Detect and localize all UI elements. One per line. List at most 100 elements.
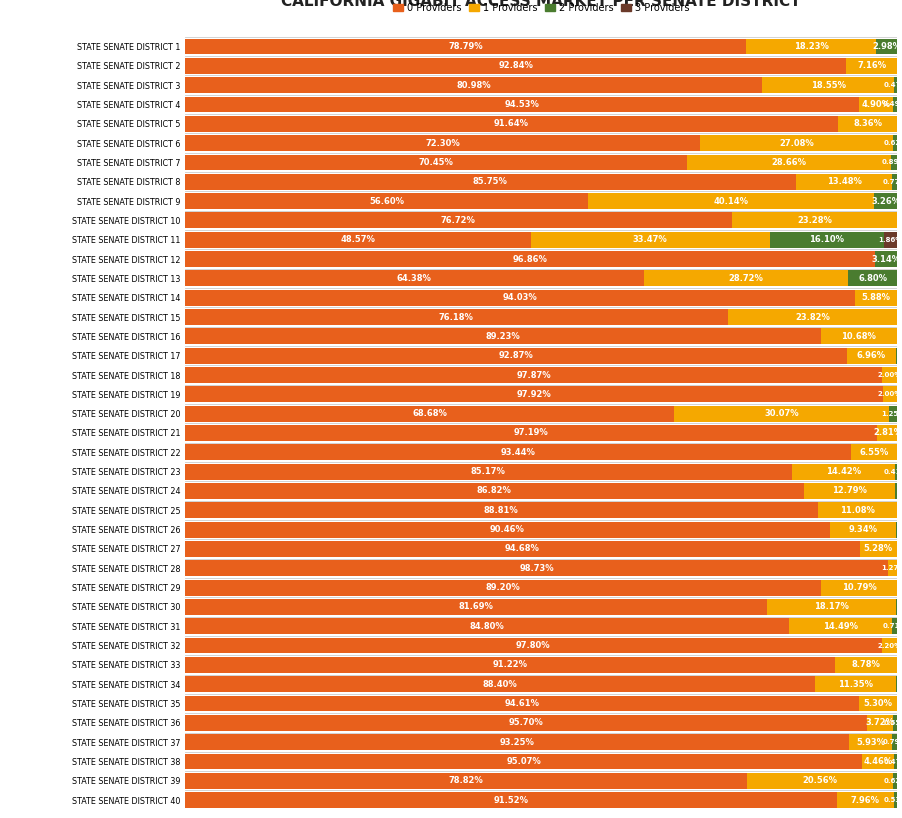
Text: 18.55%: 18.55% (811, 81, 845, 90)
Bar (894, 753, 897, 770)
Text: 98.73%: 98.73% (520, 564, 554, 573)
Text: 27.08%: 27.08% (779, 138, 814, 147)
Bar (862, 753, 894, 770)
Text: 81.69%: 81.69% (458, 602, 493, 611)
Bar (875, 251, 897, 267)
Text: 4.46%: 4.46% (863, 757, 893, 766)
Bar (859, 97, 893, 112)
Bar (185, 58, 846, 74)
Bar (896, 522, 897, 537)
Bar (746, 38, 876, 54)
Bar (892, 735, 897, 750)
Bar (185, 618, 789, 634)
Bar (888, 406, 897, 421)
Text: 11.08%: 11.08% (840, 506, 875, 515)
Text: 94.61%: 94.61% (504, 699, 539, 708)
Bar (185, 735, 850, 750)
Bar (892, 618, 897, 634)
Text: 0.53%: 0.53% (883, 798, 902, 803)
Text: 91.64%: 91.64% (494, 119, 529, 128)
Text: 0.41%: 0.41% (884, 469, 902, 474)
Bar (185, 793, 837, 808)
Text: 8.78%: 8.78% (851, 660, 880, 669)
Text: 76.18%: 76.18% (439, 312, 474, 321)
Text: 40.14%: 40.14% (713, 196, 749, 205)
Bar (895, 483, 897, 499)
Text: 18.17%: 18.17% (815, 602, 849, 611)
Bar (892, 174, 897, 190)
Text: 28.72%: 28.72% (729, 274, 763, 283)
Text: 93.44%: 93.44% (501, 447, 535, 456)
Text: 7.16%: 7.16% (858, 61, 887, 70)
Text: 97.87%: 97.87% (516, 371, 551, 380)
Bar (185, 753, 862, 770)
Bar (835, 657, 897, 672)
Text: 0.62%: 0.62% (883, 778, 902, 784)
Bar (185, 193, 588, 209)
Bar (185, 695, 859, 712)
Bar (847, 348, 897, 363)
Text: 2.81%: 2.81% (873, 429, 902, 438)
Text: 5.28%: 5.28% (864, 545, 893, 554)
Text: 95.70%: 95.70% (509, 718, 543, 727)
Text: 10.68%: 10.68% (842, 332, 876, 341)
Bar (882, 638, 897, 654)
Bar (891, 155, 897, 170)
Text: 0.55%: 0.55% (883, 720, 902, 726)
Bar (804, 483, 895, 499)
Bar (728, 309, 897, 325)
Bar (185, 77, 762, 93)
Bar (531, 231, 769, 248)
Bar (838, 116, 897, 132)
Bar (893, 97, 897, 112)
Bar (815, 676, 896, 692)
Text: 76.72%: 76.72% (441, 216, 475, 225)
Bar (732, 213, 897, 228)
Text: 6.80%: 6.80% (858, 274, 887, 283)
Bar (185, 38, 746, 54)
Text: 0.47%: 0.47% (883, 82, 902, 88)
Bar (185, 541, 860, 557)
Bar (644, 271, 848, 286)
Text: 2.00%: 2.00% (878, 391, 902, 398)
Bar (185, 676, 815, 692)
Text: 56.60%: 56.60% (369, 196, 404, 205)
Bar (878, 425, 897, 441)
Text: 23.82%: 23.82% (796, 312, 830, 321)
Bar (867, 715, 893, 730)
Text: 1.25%: 1.25% (881, 411, 902, 416)
Bar (876, 38, 897, 54)
Text: 14.42%: 14.42% (825, 467, 861, 476)
Bar (675, 406, 888, 421)
Text: 0.79%: 0.79% (882, 739, 902, 745)
Text: 11.35%: 11.35% (838, 680, 873, 689)
Bar (185, 290, 855, 306)
Text: 5.30%: 5.30% (863, 699, 892, 708)
Bar (185, 386, 883, 402)
Bar (882, 367, 897, 383)
Bar (185, 97, 859, 112)
Bar (185, 271, 644, 286)
Text: 1.86%: 1.86% (879, 236, 902, 243)
Text: 85.17%: 85.17% (471, 467, 506, 476)
Bar (185, 174, 796, 190)
Bar (894, 793, 897, 808)
Bar (859, 695, 897, 712)
Bar (185, 116, 838, 132)
Bar (185, 135, 700, 151)
Bar (687, 155, 891, 170)
Text: 89.20%: 89.20% (485, 583, 520, 592)
Bar (821, 329, 897, 344)
Text: 6.96%: 6.96% (857, 351, 886, 360)
Bar (769, 231, 884, 248)
Text: 30.07%: 30.07% (764, 409, 799, 418)
Title: CALIFORNIA GIGABIT ACCESS MARKET PER SENATE DISTRICT: CALIFORNIA GIGABIT ACCESS MARKET PER SEN… (281, 0, 801, 9)
Bar (888, 560, 897, 576)
Text: 4.90%: 4.90% (861, 100, 890, 109)
Text: 0.89%: 0.89% (882, 160, 902, 165)
Text: 8.36%: 8.36% (853, 119, 882, 128)
Text: 89.23%: 89.23% (485, 332, 520, 341)
Text: 92.84%: 92.84% (498, 61, 533, 70)
Bar (185, 599, 767, 615)
Text: 28.66%: 28.66% (771, 158, 806, 167)
